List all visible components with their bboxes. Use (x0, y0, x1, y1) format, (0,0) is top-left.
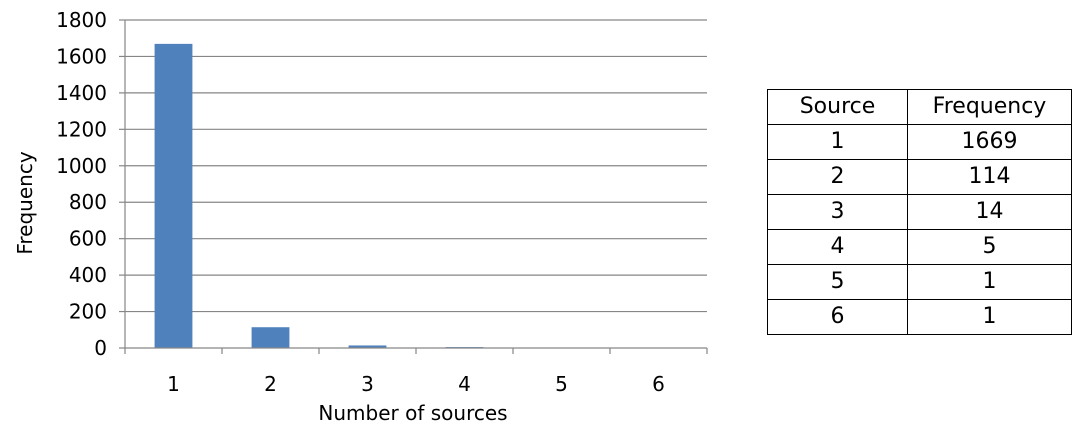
y-tick-label: 400 (69, 263, 107, 287)
cell-frequency: 114 (907, 159, 1072, 195)
x-tick-label: 3 (361, 372, 374, 396)
cell-source: 5 (767, 264, 908, 300)
y-tick-label: 600 (69, 227, 107, 251)
y-tick-label: 200 (69, 300, 107, 324)
cell-frequency: 1 (907, 299, 1072, 335)
y-tick-label: 800 (69, 190, 107, 214)
y-tick-label: 1200 (56, 117, 107, 141)
axes (119, 19, 708, 354)
x-tick-label: 5 (555, 372, 568, 396)
cell-source: 6 (767, 299, 908, 335)
y-tick-label: 1800 (56, 8, 107, 32)
y-tick-labels: 0 200 400 600 800 1000 1200 1400 1600 1800 (56, 8, 107, 360)
table-row: 4 5 (767, 229, 1072, 265)
cell-source: 3 (767, 194, 908, 230)
y-tick-label: 1400 (56, 81, 107, 105)
y-tick-label: 1000 (56, 154, 107, 178)
header-frequency: Frequency (907, 89, 1072, 125)
x-tick-label: 6 (652, 372, 665, 396)
cell-source: 2 (767, 159, 908, 195)
table-row: 5 1 (767, 264, 1072, 300)
bar (348, 345, 387, 348)
x-tick-label: 2 (264, 372, 277, 396)
y-tick-label: 0 (94, 336, 107, 360)
cell-source: 1 (767, 124, 908, 160)
frequency-table: Source Frequency 1 1669 2 114 3 14 4 5 5… (767, 89, 1072, 335)
x-tick-label: 4 (458, 372, 471, 396)
bars (154, 43, 678, 348)
table-row: 1 1669 (767, 124, 1072, 160)
table-row: 6 1 (767, 299, 1072, 335)
table-row: 2 114 (767, 159, 1072, 195)
x-tick-label: 1 (167, 372, 180, 396)
y-axis-title: Frequency (13, 151, 37, 254)
header-source: Source (767, 89, 908, 125)
x-axis-title: Number of sources (318, 401, 507, 425)
cell-frequency: 1 (907, 264, 1072, 300)
y-tick-label: 1600 (56, 44, 107, 68)
table-row: 3 14 (767, 194, 1072, 230)
cell-source: 4 (767, 229, 908, 265)
x-tick-labels: 1 2 3 4 5 6 (167, 372, 665, 396)
bar (154, 43, 193, 348)
bar-chart: 0 200 400 600 800 1000 1200 1400 1600 1800 1 2 3 4 5 6… (13, 8, 708, 425)
cell-frequency: 14 (907, 194, 1072, 230)
bar (251, 327, 290, 348)
cell-frequency: 1669 (907, 124, 1072, 160)
cell-frequency: 5 (907, 229, 1072, 265)
table-header-row: Source Frequency (767, 89, 1072, 125)
gridlines (125, 19, 707, 313)
